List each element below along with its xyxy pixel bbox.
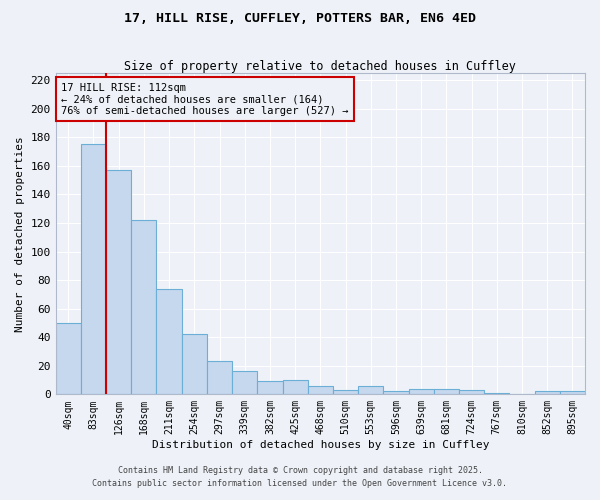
Bar <box>383 392 409 394</box>
Bar <box>560 392 585 394</box>
Bar <box>257 382 283 394</box>
Bar <box>81 144 106 394</box>
X-axis label: Distribution of detached houses by size in Cuffley: Distribution of detached houses by size … <box>152 440 489 450</box>
Bar <box>56 323 81 394</box>
Bar <box>333 390 358 394</box>
Text: Contains HM Land Registry data © Crown copyright and database right 2025.
Contai: Contains HM Land Registry data © Crown c… <box>92 466 508 487</box>
Bar <box>409 388 434 394</box>
Bar <box>434 388 459 394</box>
Bar <box>535 392 560 394</box>
Bar <box>459 390 484 394</box>
Text: 17, HILL RISE, CUFFLEY, POTTERS BAR, EN6 4ED: 17, HILL RISE, CUFFLEY, POTTERS BAR, EN6… <box>124 12 476 26</box>
Bar <box>131 220 157 394</box>
Bar <box>283 380 308 394</box>
Bar <box>308 386 333 394</box>
Bar <box>207 362 232 394</box>
Bar <box>106 170 131 394</box>
Title: Size of property relative to detached houses in Cuffley: Size of property relative to detached ho… <box>124 60 516 73</box>
Bar <box>182 334 207 394</box>
Y-axis label: Number of detached properties: Number of detached properties <box>15 136 25 332</box>
Bar <box>358 386 383 394</box>
Bar <box>484 393 509 394</box>
Text: 17 HILL RISE: 112sqm
← 24% of detached houses are smaller (164)
76% of semi-deta: 17 HILL RISE: 112sqm ← 24% of detached h… <box>61 82 349 116</box>
Bar <box>157 288 182 395</box>
Bar <box>232 372 257 394</box>
